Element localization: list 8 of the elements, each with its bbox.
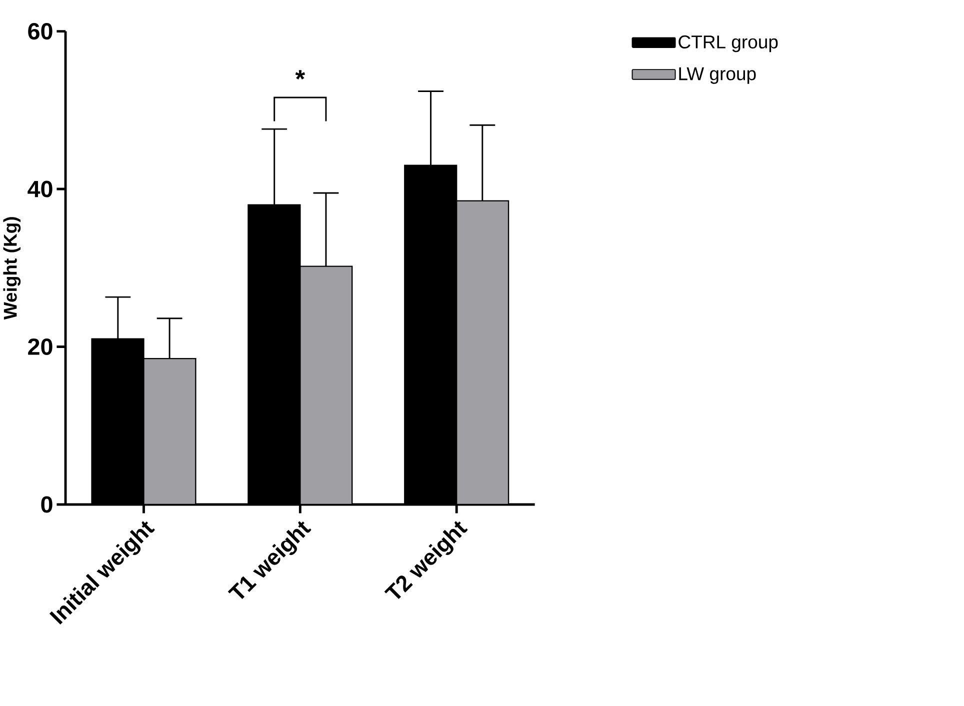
annotation: * bbox=[295, 70, 306, 80]
y-tick-label: 0 bbox=[41, 496, 52, 513]
y-tick-label: 60 bbox=[28, 23, 52, 40]
legend-label: CTRL group bbox=[678, 35, 778, 52]
legend-label: LW group bbox=[679, 67, 756, 84]
y-tick-label: 40 bbox=[28, 180, 52, 198]
y-axis-title: Weight (Kg) bbox=[3, 217, 21, 320]
y-tick-label: 20 bbox=[28, 338, 52, 356]
